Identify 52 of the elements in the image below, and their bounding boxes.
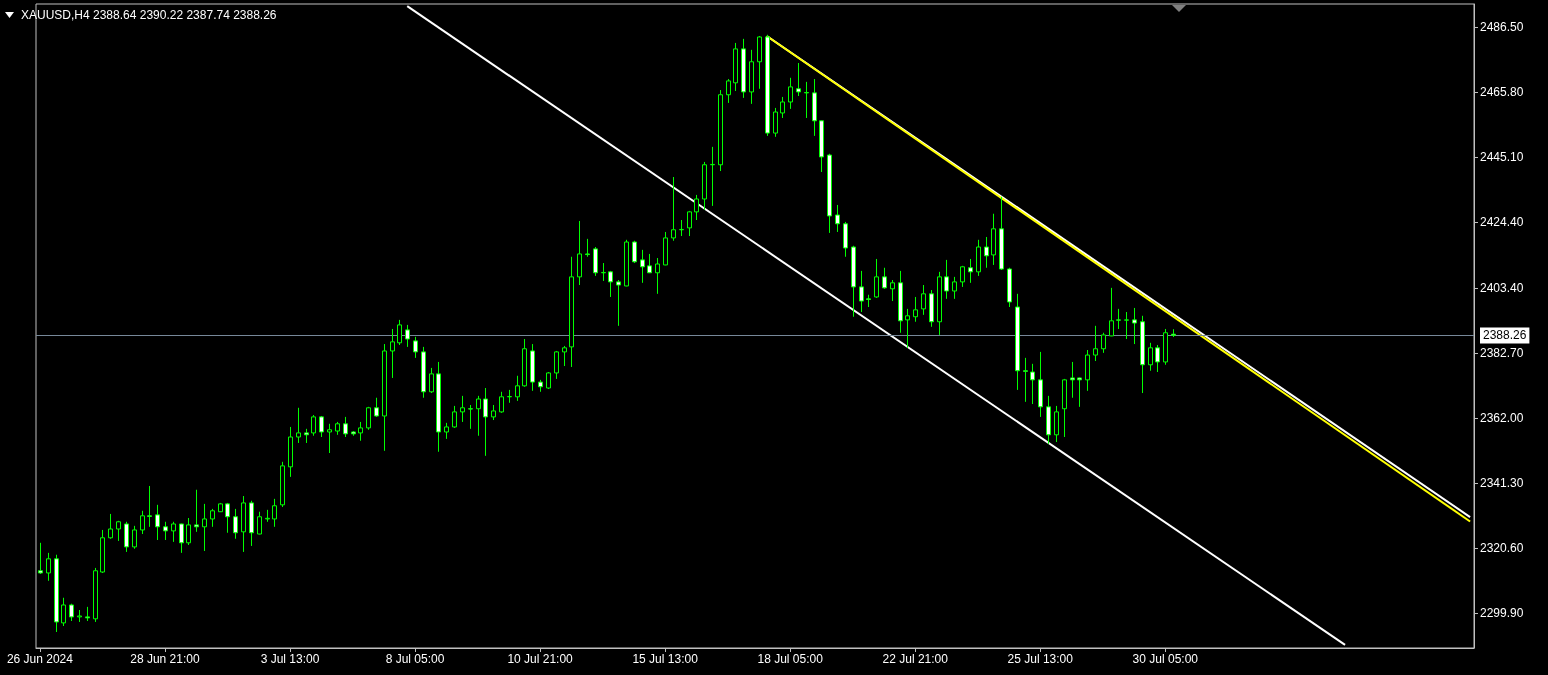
x-tick-label: 3 Jul 13:00 <box>260 652 320 666</box>
candlestick <box>1070 361 1075 399</box>
ref-line-label: 2388.26 <box>1483 328 1527 343</box>
candlestick <box>1023 357 1028 403</box>
x-tick-label: 10 Jul 21:00 <box>507 652 574 666</box>
y-tick-label: 2362.00 <box>1480 410 1524 425</box>
x-tick-label: 28 Jun 21:00 <box>130 652 200 666</box>
x-tick-label: 25 Jul 13:00 <box>1007 652 1074 666</box>
candlestick <box>522 338 527 387</box>
x-tick-label: 30 Jul 05:00 <box>1132 652 1199 666</box>
candlestick <box>436 361 441 453</box>
x-tick-label: 26 Jun 2024 <box>6 652 74 666</box>
candlestick <box>460 395 465 423</box>
candlestick <box>898 270 903 334</box>
x-tick-label: 18 Jul 05:00 <box>757 652 824 666</box>
x-tick-label: 22 Jul 21:00 <box>882 652 949 666</box>
candlestick <box>194 489 199 533</box>
y-tick-label: 2486.50 <box>1480 19 1524 34</box>
x-tick-label: 15 Jul 13:00 <box>632 652 699 666</box>
candlestick <box>804 81 809 119</box>
y-tick-label: 2382.70 <box>1480 345 1524 360</box>
candlestick <box>812 78 817 137</box>
candlestick <box>835 204 840 233</box>
y-tick-label: 2299.90 <box>1480 605 1524 620</box>
chart-title: XAUUSD,H4 2388.64 2390.22 2387.74 2388.26 <box>21 8 277 22</box>
candlestick <box>147 485 152 528</box>
candlestick <box>913 296 918 323</box>
y-tick-label: 2403.40 <box>1480 280 1524 295</box>
y-tick-label: 2341.30 <box>1480 475 1524 490</box>
y-tick-label: 2445.10 <box>1480 149 1524 164</box>
candlestick <box>585 238 590 258</box>
y-tick-label: 2320.60 <box>1480 540 1524 555</box>
candlestick <box>1046 395 1051 445</box>
candlestick <box>859 270 864 313</box>
x-tick-label: 8 Jul 05:00 <box>385 652 445 666</box>
candlestick <box>749 49 754 105</box>
candlestick <box>155 504 160 541</box>
candlestick <box>640 249 645 284</box>
candlestick <box>1132 307 1137 345</box>
candlestick <box>1038 351 1043 418</box>
y-tick-label: 2465.80 <box>1480 84 1524 99</box>
y-tick-label: 2424.40 <box>1480 214 1524 229</box>
candlestick <box>288 426 293 478</box>
candlestick <box>390 328 395 379</box>
candlestick <box>569 256 574 368</box>
candlestick <box>1015 293 1020 391</box>
candlestick <box>202 503 207 552</box>
candlestick <box>991 213 996 266</box>
candlestick <box>515 375 520 402</box>
candlestick <box>108 513 113 539</box>
candlestick <box>984 236 989 269</box>
candlestick <box>483 387 488 457</box>
